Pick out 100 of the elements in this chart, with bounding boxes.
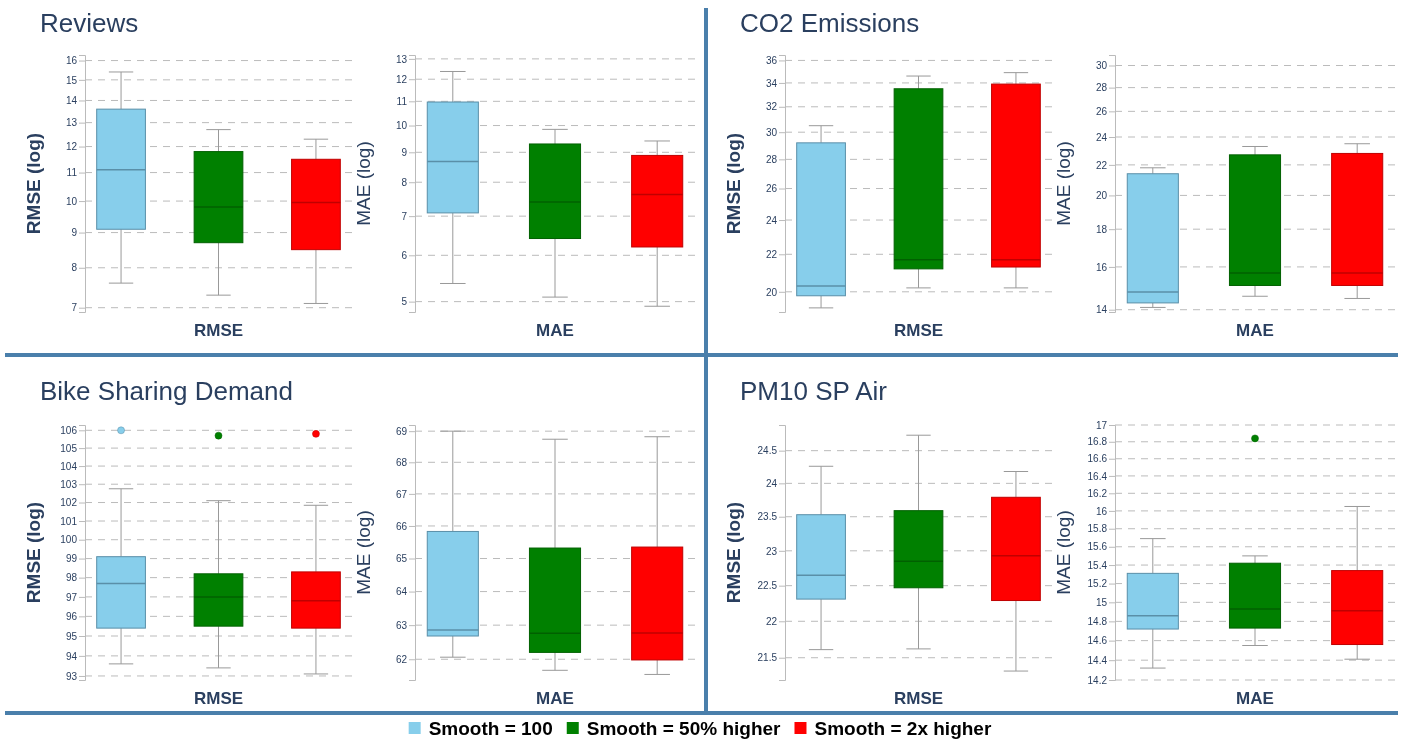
x-axis-title: RMSE [193,689,244,708]
y-tick-label: 63 [395,619,408,631]
y-tick-label: 8 [71,262,78,274]
y-tick-label: 22 [1095,159,1108,171]
y-tick-label: 28 [1095,82,1108,94]
y-tick-label: 100 [60,534,78,546]
y-tick-label: 30 [765,126,778,138]
chart-title: Reviews [40,8,139,38]
y-tick-label: 24 [765,214,778,226]
y-tick-label: 16 [1095,505,1108,517]
y-tick-label: 14.4 [1087,654,1108,666]
y-tick-label: 24 [1095,131,1108,143]
y-tick-label: 16.2 [1087,488,1108,499]
y-tick-label: 7 [71,302,78,314]
chart-title: CO2 Emissions [740,8,920,38]
y-tick-label: 14.8 [1087,616,1108,628]
y-tick-label: 16.4 [1087,470,1108,482]
y-tick-label: 9 [71,227,78,239]
y-tick-label: 105 [60,442,78,454]
y-tick-label: 8 [401,176,408,188]
legend-label: Smooth = 50% higher [586,718,782,739]
y-tick-label: 104 [60,460,78,472]
y-tick-label: 97 [65,591,78,603]
y-tick-label: 17 [1095,419,1108,431]
y-tick-label: 6 [401,250,408,262]
y-tick-label: 67 [395,488,408,500]
y-tick-label: 101 [60,515,78,527]
x-axis-title: MAE [536,321,574,340]
x-axis-title: RMSE [193,321,244,340]
y-tick-label: 15.6 [1087,541,1108,553]
y-tick-label: 95 [65,630,78,642]
x-axis-title: RMSE [893,321,944,340]
y-tick-label: 14 [1095,304,1108,316]
y-axis-title: RMSE (log) [23,501,44,604]
y-tick-label: 15.4 [1087,559,1108,571]
legend-label: Smooth = 100 [428,718,553,739]
y-tick-label: 15 [65,74,78,86]
y-tick-label: 102 [60,497,78,509]
y-tick-label: 26 [1095,106,1108,118]
y-tick-label: 23.5 [757,511,778,523]
y-tick-label: 21.5 [757,652,778,664]
y-axis-title: MAE (log) [353,510,374,595]
y-tick-label: 15 [1095,597,1108,609]
y-tick-label: 15.2 [1087,578,1108,590]
y-tick-label: 69 [395,425,408,437]
x-axis-title: MAE [1236,321,1274,340]
y-tick-label: 12 [395,73,408,85]
y-tick-label: 26 [765,183,778,195]
y-tick-label: 7 [401,210,408,222]
x-axis-title: RMSE [893,689,944,708]
y-tick-label: 20 [1095,190,1108,202]
y-tick-label: 34 [765,77,778,89]
y-tick-label: 11 [396,96,408,108]
y-tick-label: 94 [65,650,78,662]
chart-title: PM10 SP Air [740,376,888,406]
y-tick-label: 32 [765,101,778,113]
y-tick-label: 28 [765,154,778,166]
y-tick-label: 22 [765,248,778,260]
y-tick-label: 93 [65,670,78,682]
y-tick-label: 99 [65,553,78,565]
chart-title: Bike Sharing Demand [40,376,293,406]
y-tick-label: 24 [765,478,778,490]
y-tick-label: 24.5 [757,445,778,457]
y-axis-title: RMSE (log) [723,501,744,604]
y-tick-label: 68 [395,457,408,468]
y-tick-label: 23 [765,545,778,557]
y-tick-label: 15.8 [1087,523,1108,535]
y-tick-label: 16.8 [1087,436,1108,448]
y-tick-label: 18 [1095,223,1108,235]
y-tick-label: 10 [395,120,408,132]
y-tick-label: 13 [65,117,78,129]
y-tick-label: 16 [65,55,78,67]
y-tick-label: 96 [65,611,78,623]
y-tick-label: 14.6 [1087,635,1108,647]
y-tick-label: 16.6 [1087,453,1108,465]
y-tick-label: 106 [60,425,78,437]
y-tick-label: 9 [401,147,408,158]
y-tick-label: 22.5 [757,580,778,592]
y-tick-label: 10 [65,195,78,207]
y-tick-label: 65 [395,553,408,565]
y-tick-label: 62 [395,653,408,665]
y-tick-label: 36 [765,55,778,67]
y-tick-label: 5 [401,296,408,308]
y-axis-title: MAE (log) [1053,510,1074,595]
y-tick-label: 30 [1095,60,1108,72]
y-tick-label: 22 [765,615,778,627]
y-tick-label: 11 [66,167,78,179]
y-tick-label: 98 [65,572,78,584]
x-axis-title: MAE [1236,689,1274,708]
y-axis-title: MAE (log) [1053,141,1074,226]
y-tick-label: 16 [1095,261,1108,273]
y-tick-label: 66 [395,520,408,532]
y-tick-label: 14 [65,95,78,107]
y-axis-title: RMSE (log) [23,132,44,235]
legend-label: Smooth = 2x higher [814,718,992,739]
y-tick-label: 14.2 [1087,674,1108,686]
y-tick-label: 20 [765,286,778,298]
y-tick-label: 103 [60,478,78,490]
y-tick-label: 64 [395,586,408,598]
y-tick-label: 13 [395,53,408,65]
